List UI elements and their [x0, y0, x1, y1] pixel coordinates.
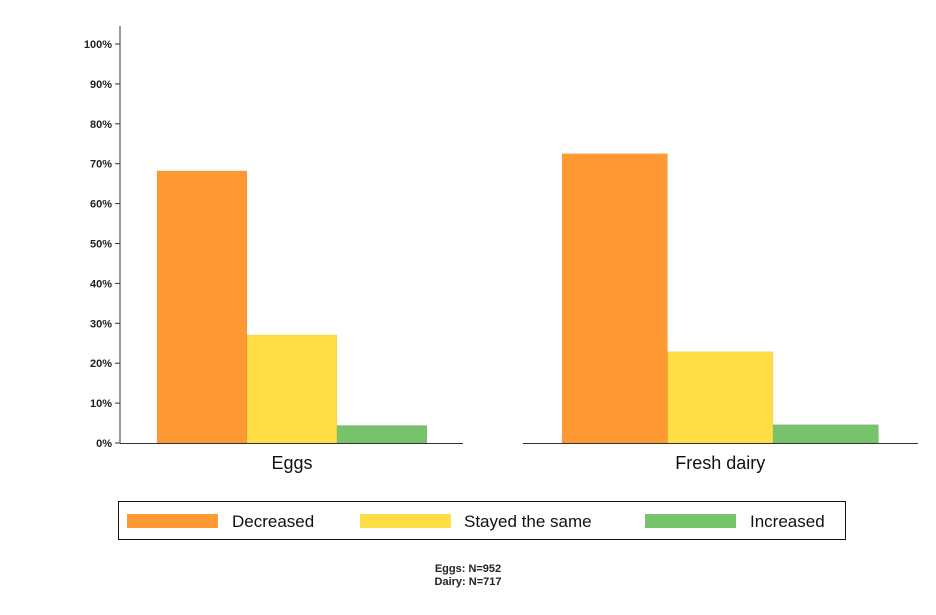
category-label: Fresh dairy	[675, 453, 765, 473]
y-tick-label: 50%	[90, 239, 112, 251]
bar-stayed-the-same	[667, 351, 774, 444]
bar-increased	[336, 425, 428, 444]
y-tick-label: 20%	[90, 358, 112, 370]
y-tick-label: 70%	[90, 159, 112, 171]
legend-swatch	[127, 514, 218, 528]
panel-1: Fresh dairy	[523, 153, 918, 473]
y-tick-label: 10%	[90, 398, 112, 410]
bar-increased	[772, 424, 879, 444]
note-eggs-n: Eggs: N=952	[434, 563, 502, 575]
y-tick-label: 0%	[96, 438, 112, 450]
legend-label: Increased	[750, 512, 825, 531]
legend-label: Decreased	[232, 512, 314, 531]
legend-label: Stayed the same	[464, 512, 592, 531]
legend: Decreased Stayed the same Increased	[118, 501, 846, 540]
legend-swatch	[360, 514, 451, 528]
y-tick-label: 40%	[90, 278, 112, 290]
panel-0: Eggs	[120, 170, 463, 473]
legend-swatch	[645, 514, 736, 528]
y-tick-label: 80%	[90, 119, 112, 131]
category-label: Eggs	[271, 453, 312, 473]
y-axis: 0% 10% 20% 30% 40% 50% 60% 70% 80% 90% 100%	[84, 26, 121, 450]
bar-decreased	[561, 153, 668, 444]
y-tick-label: 60%	[90, 199, 112, 211]
bar-decreased	[156, 170, 248, 444]
y-tick-label: 90%	[90, 79, 112, 91]
note-dairy-n: Dairy: N=717	[434, 576, 502, 588]
y-tick-label: 100%	[84, 39, 112, 51]
bar-stayed-the-same	[246, 334, 338, 444]
y-tick-label: 30%	[90, 318, 112, 330]
chart-panels: Eggs Fresh dairy	[120, 153, 918, 473]
